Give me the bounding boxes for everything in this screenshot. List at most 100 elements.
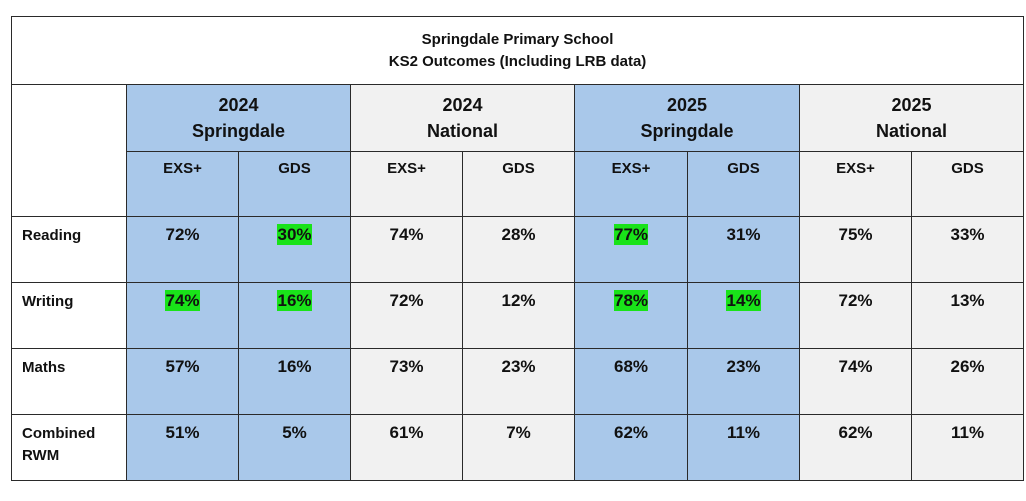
cell-value: 33% — [950, 225, 985, 244]
value-cell: 28% — [462, 216, 575, 283]
value-cell: 13% — [910, 282, 1025, 349]
cell-value: 74% — [838, 357, 873, 376]
group-name: National — [426, 121, 498, 141]
cell-value: 16% — [277, 357, 312, 376]
cell-value: 62% — [838, 423, 873, 442]
cell-value: 74% — [389, 225, 424, 244]
cell-value: 7% — [506, 423, 531, 442]
row-label: Writing — [11, 282, 127, 349]
value-cell: 51% — [126, 414, 239, 481]
cell-value: 23% — [501, 357, 536, 376]
measure-header-exs: EXS+ — [799, 151, 912, 217]
cell-value: 13% — [950, 291, 985, 310]
cell-value: 11% — [950, 423, 985, 442]
cell-value: 57% — [165, 357, 200, 376]
cell-value: 11% — [726, 423, 761, 442]
value-cell: 31% — [687, 216, 800, 283]
cell-value: 72% — [838, 291, 873, 310]
value-cell: 74% — [350, 216, 463, 283]
value-cell: 72% — [799, 282, 912, 349]
value-cell: 23% — [687, 348, 800, 415]
cell-value: 12% — [501, 291, 536, 310]
table-title: Springdale Primary School KS2 Outcomes (… — [10, 16, 1025, 85]
cell-value: 31% — [726, 225, 761, 244]
table-row-maths: Maths 57% 16% 73% 23% 68% 23% 74% 26% — [11, 348, 1025, 415]
measure-header-exs: EXS+ — [350, 151, 463, 217]
value-cell: 75% — [799, 216, 912, 283]
value-cell: 57% — [126, 348, 239, 415]
cell-value: 72% — [389, 291, 424, 310]
value-cell: 30% — [238, 216, 351, 283]
value-cell: 72% — [350, 282, 463, 349]
group-year: 2025 — [666, 95, 708, 115]
group-name: National — [876, 121, 948, 141]
measure-header-gds: GDS — [910, 151, 1025, 217]
group-header-2024-national: 2024 National — [350, 84, 575, 152]
value-cell: 72% — [126, 216, 239, 283]
value-cell: 74% — [799, 348, 912, 415]
cell-value: 73% — [389, 357, 424, 376]
value-cell: 77% — [574, 216, 688, 283]
row-label-line: RWM — [22, 447, 60, 464]
row-label: Reading — [11, 216, 127, 283]
cell-value: 51% — [165, 423, 200, 442]
table-row-writing: Writing 74% 16% 72% 12% 78% 14% 72% 13% — [11, 282, 1025, 349]
ks2-outcomes-table: Springdale Primary School KS2 Outcomes (… — [10, 16, 1025, 481]
value-cell: 62% — [574, 414, 688, 481]
value-cell: 5% — [238, 414, 351, 481]
value-cell: 62% — [799, 414, 912, 481]
cell-value-highlighted: 74% — [165, 290, 200, 311]
table-row-combined-rwm: Combined RWM 51% 5% 61% 7% 62% 11% 62% 1… — [11, 414, 1025, 481]
group-year: 2025 — [891, 95, 932, 115]
cell-value-highlighted: 77% — [613, 224, 649, 245]
group-name: Springdale — [640, 121, 734, 141]
cell-value-highlighted: 78% — [613, 290, 649, 311]
cell-value: 28% — [501, 225, 536, 244]
value-cell: 73% — [350, 348, 463, 415]
value-cell: 78% — [574, 282, 688, 349]
cell-value: 23% — [726, 357, 761, 376]
row-label: Maths — [11, 348, 127, 415]
row-label: Combined RWM — [11, 414, 127, 481]
cell-value: 75% — [838, 225, 873, 244]
cell-value-highlighted: 30% — [277, 224, 312, 245]
value-cell: 23% — [462, 348, 575, 415]
table-subtitle: KS2 Outcomes (Including LRB data) — [388, 52, 647, 70]
table-row-reading: Reading 72% 30% 74% 28% 77% 31% 75% 33% — [11, 216, 1025, 283]
group-header-2024-springdale: 2024 Springdale — [126, 84, 351, 152]
cell-value: 61% — [389, 423, 424, 442]
value-cell: 11% — [910, 414, 1025, 481]
measure-header-gds: GDS — [238, 151, 351, 217]
corner-cell — [11, 84, 127, 217]
ks2-outcomes-table-wrapper: Springdale Primary School KS2 Outcomes (… — [10, 16, 1025, 481]
cell-value: 62% — [613, 423, 649, 442]
value-cell: 12% — [462, 282, 575, 349]
value-cell: 61% — [350, 414, 463, 481]
school-name: Springdale Primary School — [421, 30, 614, 48]
value-cell: 68% — [574, 348, 688, 415]
cell-value: 5% — [282, 423, 307, 442]
group-name: Springdale — [191, 121, 285, 141]
group-year: 2024 — [442, 95, 483, 115]
cell-value-highlighted: 14% — [726, 290, 761, 311]
measure-header-gds: GDS — [462, 151, 575, 217]
cell-value-highlighted: 16% — [277, 290, 312, 311]
value-cell: 33% — [910, 216, 1025, 283]
value-cell: 26% — [910, 348, 1025, 415]
value-cell: 11% — [687, 414, 800, 481]
group-header-2025-national: 2025 National — [798, 84, 1025, 152]
cell-value: 72% — [165, 225, 200, 244]
value-cell: 74% — [126, 282, 239, 349]
group-header-2025-springdale: 2025 Springdale — [574, 84, 800, 152]
cell-value: 68% — [613, 357, 649, 376]
group-year: 2024 — [218, 95, 259, 115]
value-cell: 14% — [687, 282, 800, 349]
measure-header-exs: EXS+ — [126, 151, 239, 217]
measure-header-gds: GDS — [687, 151, 800, 217]
cell-value: 26% — [950, 357, 985, 376]
row-label-line: Combined — [22, 425, 96, 442]
measure-header-exs: EXS+ — [574, 151, 688, 217]
value-cell: 16% — [238, 282, 351, 349]
value-cell: 7% — [462, 414, 575, 481]
value-cell: 16% — [238, 348, 351, 415]
